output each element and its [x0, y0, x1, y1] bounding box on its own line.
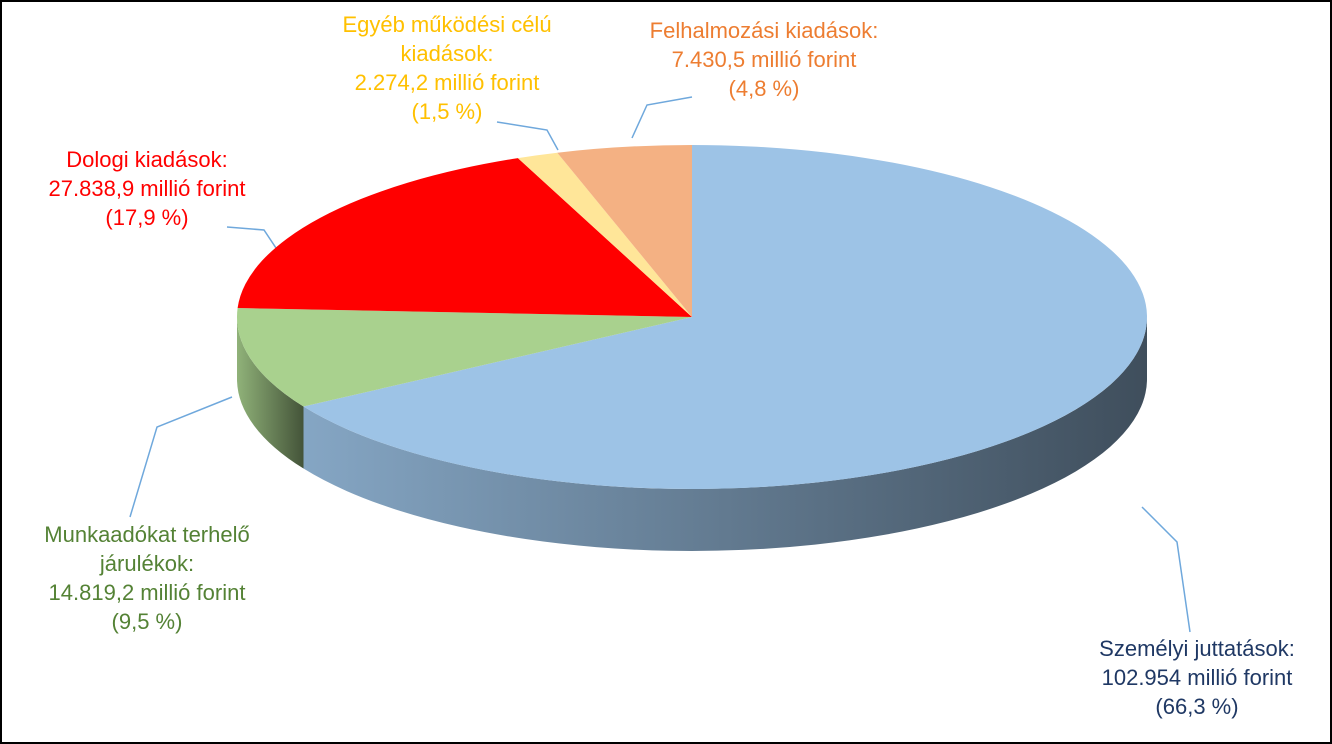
slice-label: Egyéb működési célú kiadások: 2.274,2 mil…	[302, 10, 592, 126]
slice-side	[237, 317, 304, 469]
slice	[237, 158, 692, 317]
leader-line	[129, 396, 233, 518]
slice-side	[303, 317, 1147, 551]
label-value-labels: 7.430,5 millió forint	[671, 47, 857, 72]
label-value-labels: 27.838,9 millió forint	[48, 176, 246, 201]
label-categories: Munkaadókat terhelő járulékok:	[44, 522, 250, 576]
label-percent-labels: (66,3 %)	[1155, 694, 1239, 719]
label-percent-labels: (1,5 %)	[411, 99, 483, 124]
slice-label: Személyi juttatások: 102.954 millió forin…	[1062, 634, 1330, 721]
label-value-labels: 14.819,2 millió forint	[48, 580, 246, 605]
label-percent-labels: (17,9 %)	[105, 205, 189, 230]
label-categories: Dologi kiadások:	[66, 147, 228, 172]
label-categories: Egyéb működési célú kiadások:	[342, 12, 552, 66]
leader-line	[1141, 506, 1191, 633]
slice-tops	[237, 145, 1148, 489]
slice-label: Dologi kiadások: 27.838,9 millió forint (1…	[42, 145, 252, 232]
slice	[557, 145, 692, 317]
slice	[517, 152, 692, 317]
slice	[237, 308, 692, 407]
side-walls	[237, 317, 1147, 551]
slice-label: Munkaadókat terhelő járulékok: 14.819,2 m…	[7, 520, 287, 636]
label-categories: Felhalmozási kiadások:	[649, 18, 879, 43]
slice	[303, 145, 1148, 489]
label-value-labels: 102.954 millió forint	[1101, 665, 1293, 690]
label-percent-labels: (4,8 %)	[728, 76, 800, 101]
label-categories: Személyi juttatások:	[1099, 636, 1295, 661]
leader-line	[496, 121, 559, 151]
leader-line	[631, 96, 693, 139]
label-percent-labels: (9,5 %)	[111, 609, 183, 634]
label-value-labels: 2.274,2 millió forint	[354, 70, 540, 95]
slice-label: Felhalmozási kiadások: 7.430,5 millió for…	[614, 16, 914, 103]
